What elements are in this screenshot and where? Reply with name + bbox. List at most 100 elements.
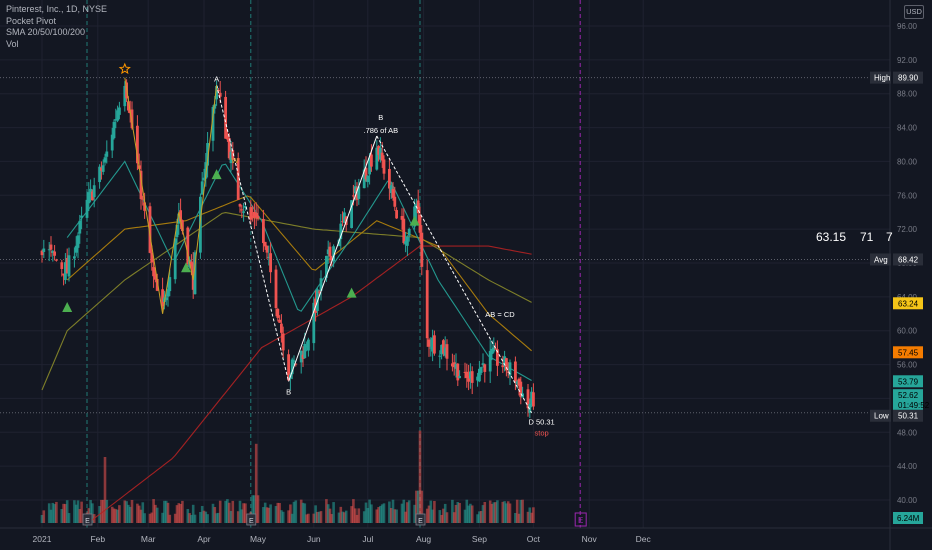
volume-bar [137,505,141,523]
x-tick-label: Oct [527,534,541,544]
candle-body [114,119,118,121]
future-earnings-icon [574,512,587,527]
candle-body [166,289,170,297]
volume-bar [269,504,272,523]
volume-bar [416,490,420,523]
candle-body [64,262,67,281]
volume-bar [278,502,281,523]
volume-bar [364,502,368,523]
candle-body [388,168,391,189]
x-tick-label: Jun [307,534,321,544]
candle-body [280,323,283,333]
avg-price-label-tag: Avg [874,255,888,264]
candle-body [328,246,332,257]
volume-bar [303,503,307,523]
candle-body [103,157,107,163]
volume-bar [206,514,209,523]
volume-bar [370,504,373,523]
y-tick-label: 40.00 [897,496,918,505]
candle-body [148,206,152,253]
volume-bar [217,512,220,523]
legend-symbol[interactable]: Pinterest, Inc., 1D, NYSE [6,4,108,14]
volume-bar [519,499,523,523]
candle-body [353,186,357,194]
volume-bar [188,513,191,523]
legend-indicator-pocket-pivot[interactable]: Pocket Pivot [6,15,57,26]
volume-bar [431,509,434,523]
volume-bar [344,510,348,523]
avg-price-label-box [893,253,923,266]
label-ab-cd: AB = CD [485,310,515,319]
candle-body [465,371,469,378]
pocket-pivot-marker [409,215,420,226]
volume-bar [528,507,532,523]
volume-bar [402,499,406,523]
volume-bar [391,499,395,523]
candle-body [427,339,431,347]
legend-indicator-vol[interactable]: Vol [6,38,19,49]
volume-bar [89,500,92,523]
x-tick-label: Nov [582,534,598,544]
candle-body [476,376,479,381]
candle-body [281,333,285,351]
x-tick-label: 2021 [33,534,52,544]
candle-body [494,348,497,350]
candle-body [65,257,69,274]
countdown-label-box [893,399,923,412]
volume-bar [100,499,103,523]
label-d: D 50.31 [528,418,554,427]
volume-bar [40,514,44,523]
candle-body [139,170,143,200]
candle-body [532,392,535,407]
candle-body [332,246,335,262]
volume-bar [440,514,443,523]
big-number-2: 71 [860,230,874,244]
candle-body [420,232,424,267]
volume-bar [532,507,535,523]
candle-body [530,391,533,405]
volume-bar [229,511,233,523]
candle-body [123,85,127,107]
candle-body [470,371,474,383]
candle-body [469,371,472,379]
volume-bar [110,506,114,523]
currency-badge[interactable]: USD [904,5,924,19]
candle-body [227,138,231,159]
candle-body [202,177,206,181]
candle-body [267,256,271,258]
y-tick-label: 92.00 [897,56,918,65]
candle-body [47,249,51,251]
candle-body [290,359,294,375]
candle-body [98,166,101,183]
candle-body [236,158,240,200]
candle-body [442,340,445,354]
volume-bar [407,500,411,523]
candle-body [352,195,355,197]
volume-bar [326,504,330,523]
avg-price-label: 68.42 [898,255,919,264]
candle-body [263,241,267,247]
candle-body [213,104,217,109]
candle-body [389,185,393,194]
candle-body [299,350,303,363]
earnings-icon-label: E [418,518,423,525]
x-tick-label: Mar [141,534,156,544]
volume-bar [476,514,479,523]
volume-bar [177,503,181,523]
volume-bar [465,499,469,523]
candle-body [51,250,55,253]
volume-value-box [893,512,923,524]
volume-bar [312,513,316,523]
candle-body [193,252,197,295]
volume-bar [163,500,166,523]
candle-body [317,291,321,293]
volume-bar [118,505,121,523]
volume-bar [51,502,55,523]
low-price-label-tag: Low [874,412,889,421]
volume-bar [339,506,343,523]
volume-bar [173,513,177,523]
legend-indicator-sma[interactable]: SMA 20/50/100/200 [6,27,86,37]
volume-bar [299,499,303,523]
candle-body [60,262,64,269]
